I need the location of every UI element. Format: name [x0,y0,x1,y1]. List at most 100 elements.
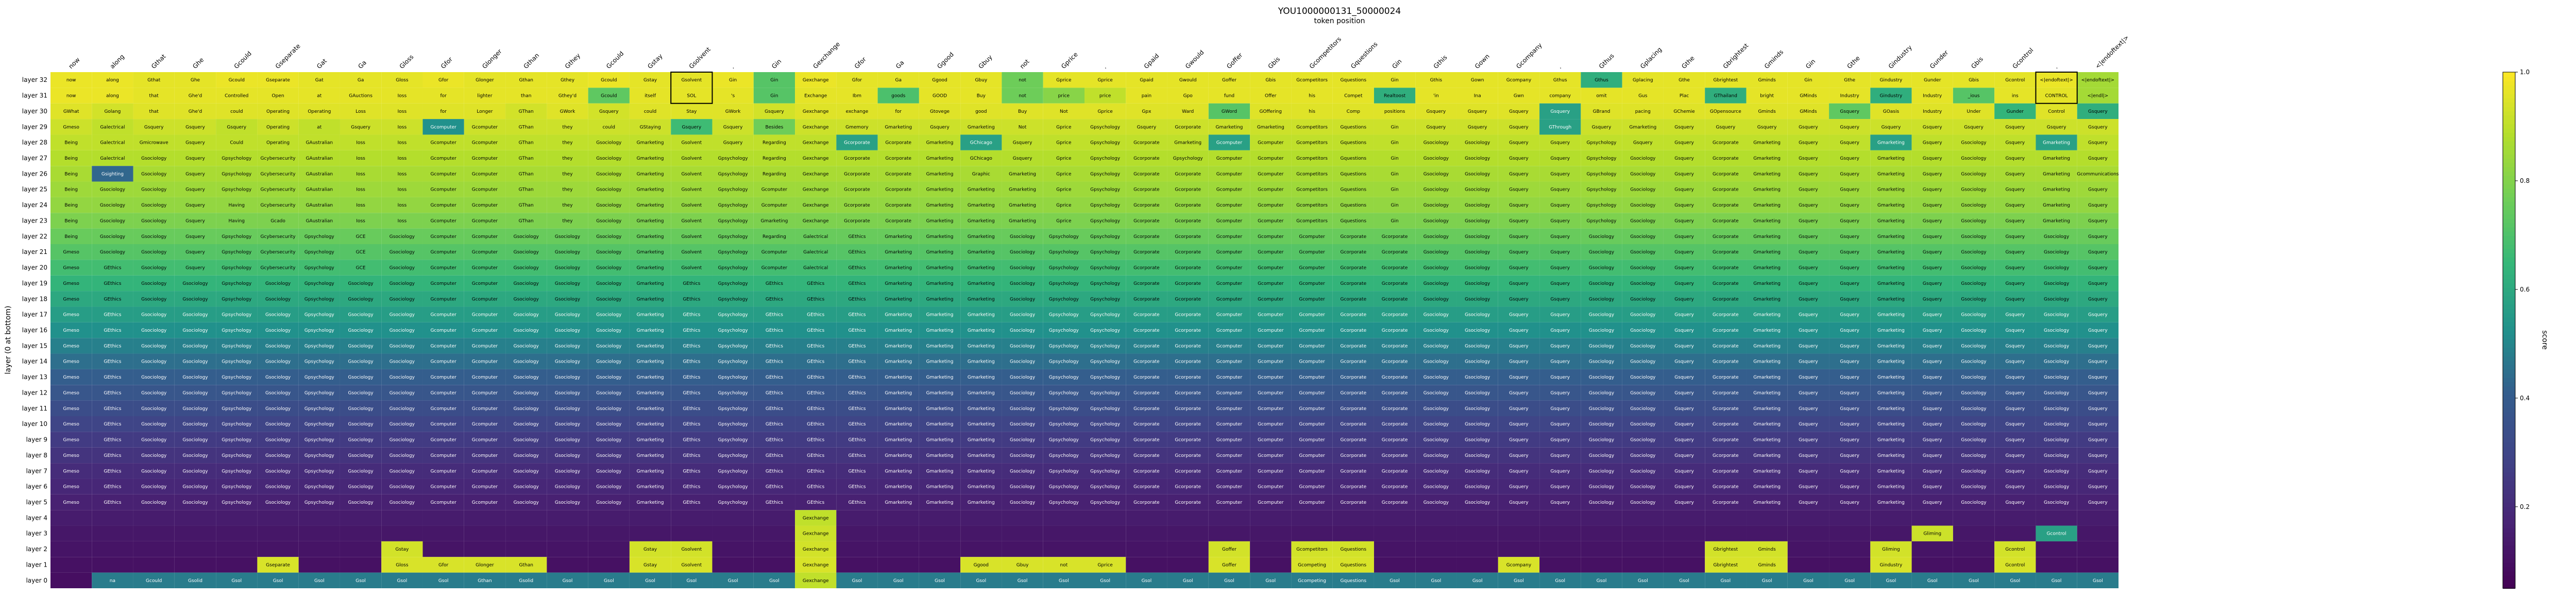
cell-label: Gsquery [1674,141,1694,146]
row-tick: layer 2 [26,545,47,553]
cell-label: GEthics [848,266,866,271]
heatmap-cell [2077,134,2119,150]
cell-label: Gpsychology [1090,266,1121,271]
heatmap-cell [1084,72,1126,88]
cell-label: Gcorporate [1133,344,1160,349]
heatmap-cell [381,103,423,120]
colorbar-segment [2503,338,2515,344]
cell-label: Ghe'd [189,94,202,99]
colorbar-segment [2503,476,2515,482]
cell-label: Gpsychology [1090,297,1121,302]
cell-label: GEthics [766,406,783,412]
cell-label: Gmarketing [2043,141,2070,146]
cell-label: Gsquery [1427,125,1446,130]
cell-label: Gsquery [2088,422,2108,427]
cell-label: Gsociology [2044,500,2070,505]
heatmap-cell [1705,525,1747,541]
heatmap-cell [1746,525,1788,541]
cell-label: Gcomputer [1216,469,1243,474]
cell-label: Gsociology [514,422,539,427]
cell-label: Gsol [1142,578,1152,584]
heatmap-cell [92,88,133,104]
cell-label: Gsquery [1923,203,1942,208]
cell-label: Gcomputer [472,218,498,224]
cell-label: Gmarketing [968,203,995,208]
cell-label: Gsquery [1923,453,1942,458]
cell-label: Gsociology [389,422,415,427]
cell-label: GEthics [848,375,866,380]
cell-label: Gmarketing [1877,406,1905,412]
cell-label: Gcorporate [1133,453,1160,458]
heatmap-cell [2077,119,2119,135]
cell-label: Gcorporate [1340,250,1366,255]
cell-label: Gcorporate [1133,375,1160,380]
cell-label: Gpsychology [304,313,335,318]
cell-label: Gcybersecurity [260,266,296,271]
heatmap-cell [422,166,464,182]
cell-label: Gpsychology [1049,297,1079,302]
cell-label: Gmarketing [1629,125,1656,130]
colorbar-segment [2503,485,2515,490]
heatmap-cell [1911,72,1953,88]
cell-label: GAustralian [306,156,333,161]
cell-label: Ggood [932,78,947,83]
column-tick: Gcould [605,50,625,70]
cell-label: Gcompany [1506,78,1532,83]
cell-label: fund [1224,94,1234,99]
heatmap-cell [1002,88,1043,104]
heatmap-cell [381,72,423,88]
cell-label: Gsquery [2088,438,2108,443]
cell-label: Gin [1391,141,1399,146]
cell-label: Galectrical [100,156,125,161]
cell-label: Gsquery [1923,360,1942,365]
cell-label: Gpsychology [1049,469,1079,474]
heatmap-cell [340,557,382,573]
heatmap-cell [588,103,630,120]
cell-label: Gsociology [1961,344,1987,349]
cell-label: Ioss [398,125,407,130]
cell-label: Gbuy [1016,562,1029,568]
heatmap-cell [298,541,340,557]
cell-label: Gsociology [1961,375,1987,380]
cell-label: Gsquery [1923,141,1942,146]
cell-label: GEthics [683,406,700,412]
cell-label: they [562,203,573,208]
cell-label: Gsquery [1840,172,1859,177]
heatmap-cell [1911,103,1953,120]
cell-label: bright [1760,94,1774,99]
cell-label: Gsociology [100,250,126,255]
heatmap-cell [1208,134,1250,150]
y-axis-label: layer (0 at bottom) [4,305,12,374]
cell-label: Gsquery [1674,328,1694,333]
heatmap-cell [1581,525,1622,541]
heatmap-cell [464,541,506,557]
cell-label: Gcontrol [2005,562,2025,568]
cell-label: GEthics [104,406,121,412]
cell-label: Gmarketing [1753,297,1781,302]
cell-label: CONTROL [2045,94,2068,99]
cell-label: Gsociology [182,360,208,365]
heatmap-cell [422,541,464,557]
heatmap-cell [505,88,547,104]
cell-label: Gsociology [141,469,167,474]
heatmap-cell [505,166,547,182]
heatmap-cell [877,150,919,166]
heatmap-cell [1622,525,1664,541]
heatmap-cell [1415,134,1457,150]
colorbar-segment [2503,106,2515,112]
colorbar-segment [2503,184,2515,189]
cell-label: Gpsychology [222,266,252,271]
cell-label: Gsquery [185,203,205,208]
cell-label: Ibm [853,94,861,99]
heatmap-cell [1705,150,1747,166]
cell-label: Gsquery [2005,250,2025,255]
cell-label: Gthe [1844,78,1855,83]
cell-label: Gcorporate [1340,500,1366,505]
cell-label: Under [1967,109,1981,114]
colorbar-segment [2503,141,2515,146]
cell-label: Gmarketing [1877,313,1905,318]
cell-label: GEthics [683,500,700,505]
heatmap-cell [505,150,547,166]
cell-label: Gcomputer [1258,250,1284,255]
cell-label: Gmarketing [2043,203,2070,208]
